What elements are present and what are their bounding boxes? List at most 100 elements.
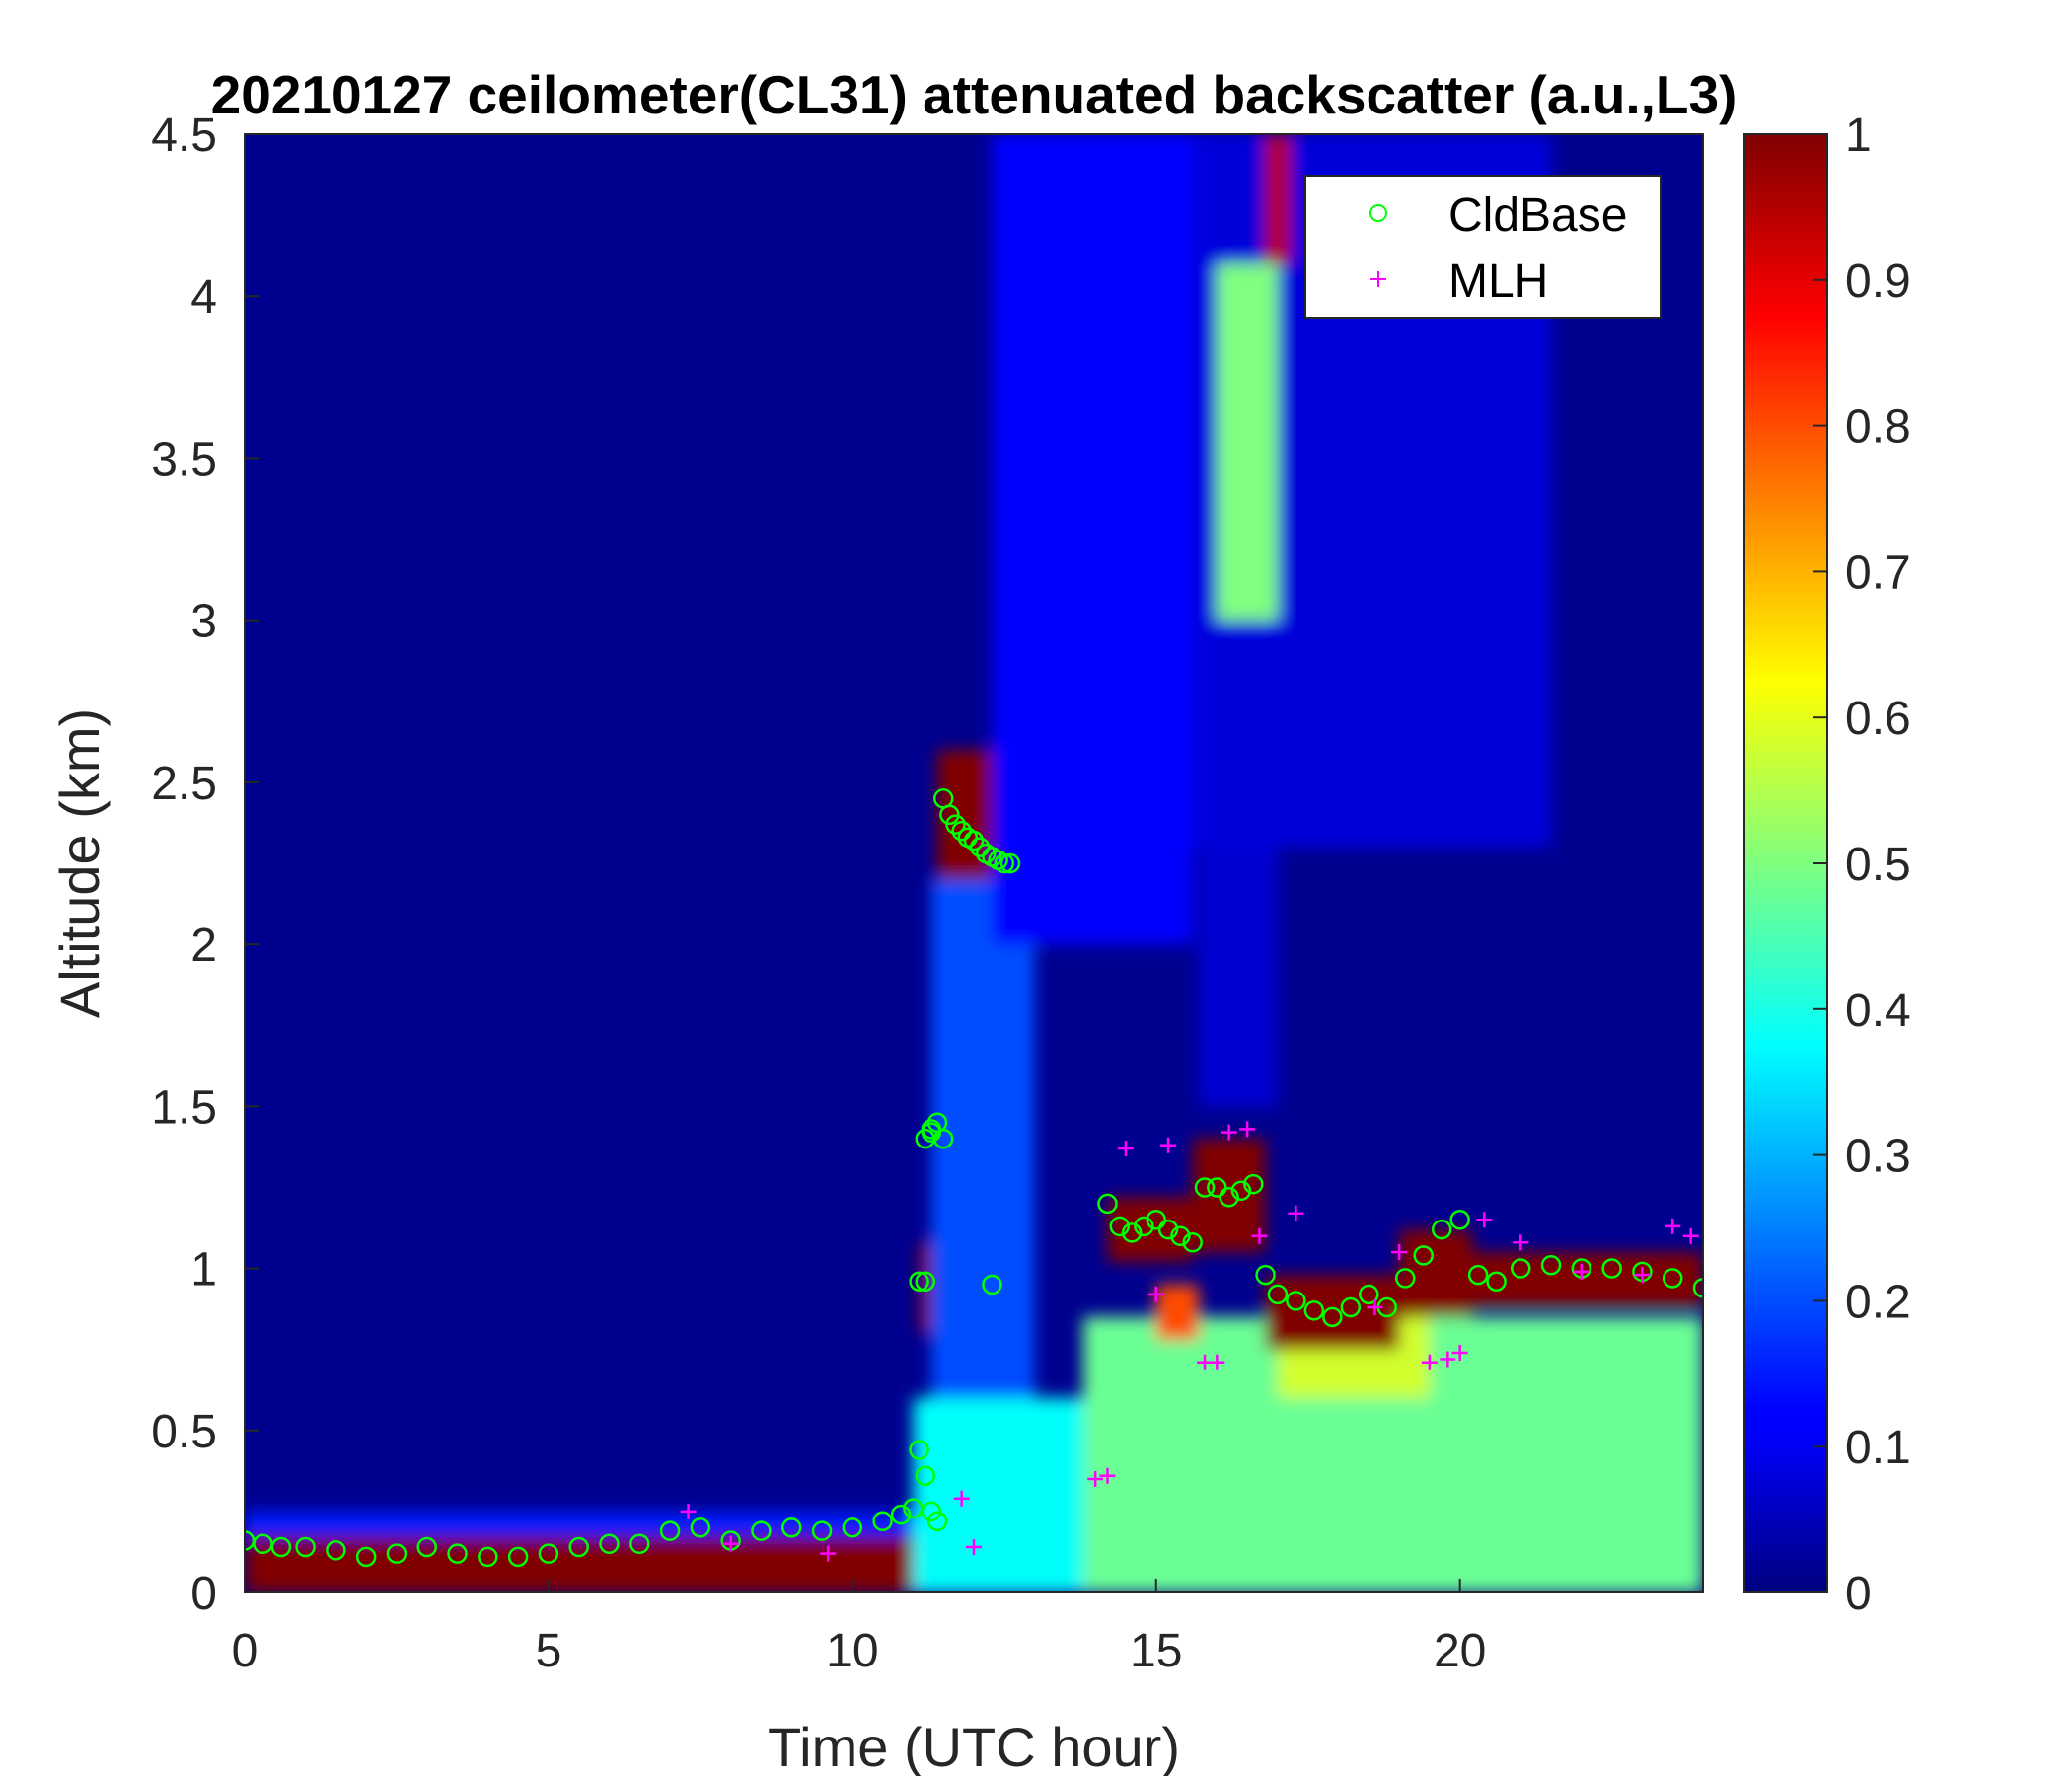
mlh-point — [1221, 1124, 1237, 1141]
y-axis-label: Altitude (km) — [48, 708, 111, 1018]
cldbase-point — [982, 1274, 1002, 1295]
cldbase-point — [1511, 1258, 1531, 1279]
cldbase-point — [690, 1517, 711, 1538]
cldbase-point — [478, 1546, 498, 1568]
x-tick-label: 0 — [232, 1625, 259, 1677]
legend-mlh-label: MLH — [1448, 256, 1548, 308]
cldbase-point — [999, 852, 1021, 874]
mlh-point — [1117, 1141, 1134, 1157]
cldbase-point — [326, 1540, 346, 1561]
cldbase-point — [1157, 1219, 1179, 1240]
colorbar-tick-label: 0.2 — [1845, 1276, 1911, 1328]
y-tick-label: 2.5 — [151, 758, 217, 810]
cldbase-point — [1662, 1268, 1683, 1289]
cldbase-point — [416, 1536, 437, 1558]
cldbase-point — [781, 1517, 802, 1538]
cldbase-point — [963, 830, 985, 851]
cldbase-point — [1486, 1271, 1507, 1292]
cldbase-point — [909, 1440, 929, 1460]
mlh-point — [1513, 1234, 1529, 1251]
mlh-point — [1160, 1137, 1177, 1153]
cldbase-point — [1134, 1216, 1154, 1237]
cldbase-point — [1243, 1173, 1264, 1195]
heatmap-region — [1155, 1284, 1199, 1340]
mlh-point — [722, 1535, 739, 1552]
mlh-point — [1451, 1344, 1468, 1361]
colorbar-tick-label: 0.6 — [1845, 693, 1911, 745]
colorbar-tick-label: 0.8 — [1845, 402, 1911, 454]
cldbase-point — [1182, 1232, 1203, 1253]
cldbase-point — [1194, 1177, 1216, 1198]
mlh-point — [1239, 1121, 1256, 1138]
heatmap-region — [992, 134, 1193, 945]
y-tick-label: 2 — [190, 920, 217, 972]
cldbase-point — [939, 804, 960, 825]
cldbase-point — [1097, 1193, 1118, 1215]
cldbase-point — [1267, 1284, 1289, 1305]
heatmap-region — [1217, 263, 1278, 621]
mlh-point — [1099, 1467, 1116, 1484]
mlh-point — [1682, 1227, 1699, 1244]
cldbase-point — [1449, 1210, 1470, 1230]
cldbase-point — [811, 1520, 833, 1541]
x-axis: 0 5 10 15 20 — [232, 1579, 1486, 1677]
cldbase-point — [951, 820, 972, 842]
cldbase-point — [890, 1504, 912, 1525]
cldbase-point — [1121, 1222, 1143, 1243]
mlh-point — [1367, 1298, 1383, 1315]
cldbase-point — [659, 1520, 681, 1541]
cldbase-point — [295, 1536, 316, 1558]
cldbase-point — [945, 814, 966, 835]
cldbase-point — [1467, 1264, 1489, 1286]
cldbase-point — [1207, 1177, 1227, 1198]
mlh-point — [1440, 1351, 1456, 1368]
colorbar-tick-label: 0.3 — [1845, 1131, 1911, 1183]
cldbase-point — [1601, 1258, 1622, 1279]
x-axis-label: Time (UTC hour) — [768, 1716, 1180, 1776]
y-tick-label: 3.5 — [151, 433, 217, 485]
heatmap-region — [1265, 134, 1291, 264]
cldbase-point — [568, 1536, 589, 1558]
heatmap-plot-area — [245, 134, 1703, 1592]
cldbase-point — [1359, 1284, 1379, 1305]
cldbase-point — [1286, 1291, 1306, 1311]
cldbase-point — [751, 1520, 772, 1541]
cldbase-point — [447, 1543, 468, 1564]
plot-frame — [244, 133, 1704, 1593]
colorbar-tick-label: 0 — [1845, 1568, 1872, 1620]
heatmap-region — [1198, 847, 1278, 1107]
cldbase-point — [842, 1517, 863, 1538]
mlh-point — [1573, 1263, 1590, 1280]
y-tick-label: 4.5 — [151, 110, 217, 162]
y-tick-label: 4 — [190, 271, 217, 324]
colorbar: 0 0.1 0.2 0.3 0.4 0.5 0.6 0.7 0.8 0.9 1 — [1743, 110, 1911, 1620]
cldbase-point — [1303, 1300, 1325, 1321]
cldbase-point — [969, 837, 991, 857]
heatmap-region — [1107, 1197, 1193, 1262]
legend-cldbase-marker — [1369, 204, 1387, 222]
cldbase-point — [915, 1271, 935, 1292]
mlh-point — [1634, 1267, 1651, 1284]
colorbar-tick-label: 0.7 — [1845, 547, 1911, 599]
y-tick-label: 0 — [190, 1568, 217, 1620]
cldbase-point — [1219, 1187, 1239, 1208]
legend: CldBase MLH — [1304, 175, 1662, 319]
heatmap-region — [1399, 1229, 1472, 1317]
x-tick-label: 15 — [1130, 1625, 1182, 1677]
markers-layer — [245, 788, 1703, 1568]
cldbase-point — [1540, 1255, 1562, 1276]
cldbase-point — [921, 1119, 942, 1140]
cldbase-point — [1146, 1210, 1166, 1230]
mlh-point — [1421, 1354, 1438, 1370]
cldbase-point — [507, 1546, 529, 1568]
mlh-point — [1288, 1205, 1304, 1221]
cldbase-point — [629, 1533, 650, 1554]
legend-box — [1304, 175, 1662, 319]
x-tick-label: 20 — [1434, 1625, 1486, 1677]
colorbar-ticks: 0 0.1 0.2 0.3 0.4 0.5 0.6 0.7 0.8 0.9 1 — [1813, 110, 1911, 1620]
mlh-point — [1147, 1286, 1164, 1302]
colorbar-tick-label: 0.5 — [1845, 839, 1911, 891]
colorbar-tick-label: 0.9 — [1845, 256, 1911, 308]
mlh-point — [1251, 1227, 1268, 1244]
mlh-point — [966, 1539, 982, 1556]
